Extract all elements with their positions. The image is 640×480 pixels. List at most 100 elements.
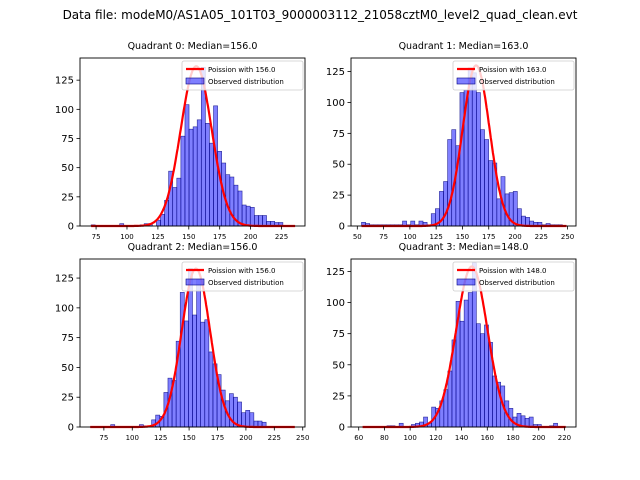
histogram-bar <box>196 119 202 227</box>
legend-box <box>181 261 304 292</box>
xtick-label: 220 <box>558 434 571 442</box>
histogram-bar <box>237 190 243 227</box>
legend-label-poisson: Poission with 156.0 <box>208 267 276 275</box>
xtick-label: 100 <box>126 434 139 442</box>
xtick-label: 50 <box>353 233 362 241</box>
ytick-label: 100 <box>326 98 345 109</box>
xtick-label: 140 <box>455 434 468 442</box>
ytick-label: 50 <box>61 363 74 374</box>
figure-suptitle: Data file: modeM0/AS1A05_101T03_90000031… <box>62 8 578 22</box>
xtick-label: 225 <box>268 434 281 442</box>
subplot-1: 0 25 50 75 100 125 50 75 100 125 150 175 200 225 250 Qu… <box>326 41 577 241</box>
subplot-title: Quadrant 0: Median=156.0 <box>128 41 258 52</box>
histogram-bar <box>528 416 534 428</box>
histogram-bar <box>241 412 246 428</box>
ytick-label: 125 <box>55 76 74 87</box>
histogram-bar <box>204 319 210 428</box>
xtick-label: 100 <box>403 233 416 241</box>
xtick-label: 175 <box>211 434 224 442</box>
ytick-label: 125 <box>55 274 74 285</box>
histogram-bar <box>192 314 197 428</box>
histogram-bar <box>188 128 194 227</box>
ytick-label: 75 <box>332 129 345 140</box>
ytick-label: 100 <box>55 303 74 314</box>
xtick-label: 200 <box>508 233 521 241</box>
histogram-bar <box>184 104 190 227</box>
ytick-label: 75 <box>61 134 74 145</box>
ytick-label: 25 <box>61 192 74 203</box>
xtick-label: 120 <box>429 434 442 442</box>
ytick-label: 125 <box>326 67 345 78</box>
xtick-label: 200 <box>532 434 545 442</box>
subplot-title: Quadrant 3: Median=148.0 <box>399 242 529 253</box>
subplot-3: 0 25 50 75 100 125 60 80 100 120 140 160 180 200 220 Qu… <box>326 242 577 442</box>
ytick-label: 50 <box>332 160 345 171</box>
histogram-bar <box>484 324 489 428</box>
legend-patch-icon <box>185 77 205 85</box>
xtick-label: 175 <box>482 233 495 241</box>
histogram-bar <box>241 204 247 227</box>
legend-label-poisson: Poission with 156.0 <box>208 66 276 74</box>
histogram-bar <box>196 278 201 428</box>
histogram-bar <box>262 215 267 227</box>
ytick-label: 50 <box>61 163 74 174</box>
legend-patch-icon <box>456 278 476 286</box>
histogram-bar <box>209 142 214 227</box>
histogram-bar <box>208 351 214 428</box>
xtick-label: 150 <box>456 233 469 241</box>
legend-label-poisson: Poission with 148.0 <box>479 267 547 275</box>
xtick-label: 75 <box>92 233 101 241</box>
legend-box <box>452 60 575 91</box>
xtick-label: 200 <box>244 233 257 241</box>
axes-frame <box>79 57 306 227</box>
histogram-bar <box>512 191 518 227</box>
subplot-2: 0 25 50 75 100 125 75 100 125 150 175 200 225 250 Quad… <box>55 242 310 442</box>
histogram-bar <box>447 139 453 227</box>
xtick-label: 150 <box>182 434 195 442</box>
histogram-bar <box>517 208 522 227</box>
histogram-bar <box>237 401 242 428</box>
subplot-title: Quadrant 2: Median=156.0 <box>128 242 258 253</box>
ytick-label: 75 <box>61 333 74 344</box>
histogram-bar <box>172 187 178 227</box>
histogram-bar <box>459 320 465 428</box>
legend-box <box>452 261 575 292</box>
xtick-label: 250 <box>296 434 309 442</box>
histogram-bar <box>200 321 206 428</box>
axes-frame <box>350 57 577 227</box>
histogram-bar <box>188 268 193 428</box>
ytick-label: 0 <box>339 423 345 434</box>
histogram-bar <box>254 215 259 227</box>
histogram-bar <box>476 92 481 227</box>
xtick-label: 125 <box>429 233 442 241</box>
histogram-bar <box>476 323 481 428</box>
histogram-bar <box>205 123 210 227</box>
xtick-label: 125 <box>154 434 167 442</box>
histogram-bar <box>496 198 502 227</box>
histogram-bar <box>484 139 489 227</box>
histogram-bar <box>471 72 477 227</box>
histogram-bar <box>245 410 251 428</box>
xtick-label: 100 <box>403 434 416 442</box>
xtick-label: 160 <box>481 434 494 442</box>
histogram-bar <box>463 299 469 428</box>
ytick-label: 125 <box>326 267 345 278</box>
histogram-bar <box>176 177 182 227</box>
xtick-label: 150 <box>182 233 195 241</box>
legend-label-observed: Observed distribution <box>208 78 284 86</box>
xtick-label: 100 <box>120 233 133 241</box>
ytick-label: 0 <box>68 423 74 434</box>
ytick-label: 0 <box>68 222 74 233</box>
histogram-bar <box>480 333 485 428</box>
xtick-label: 80 <box>380 434 389 442</box>
histogram-bar <box>467 292 473 428</box>
axes-frame <box>350 258 577 428</box>
legend-label-observed: Observed distribution <box>208 279 284 287</box>
xtick-label: 75 <box>379 233 388 241</box>
histogram-bar <box>245 205 251 227</box>
subplot-0: 0 25 50 75 100 125 75 100 125 150 175 200 225 Quadran… <box>55 41 306 241</box>
ytick-label: 100 <box>326 298 345 309</box>
ytick-label: 50 <box>332 360 345 371</box>
histogram-bar <box>184 320 189 428</box>
ytick-label: 100 <box>55 105 74 116</box>
